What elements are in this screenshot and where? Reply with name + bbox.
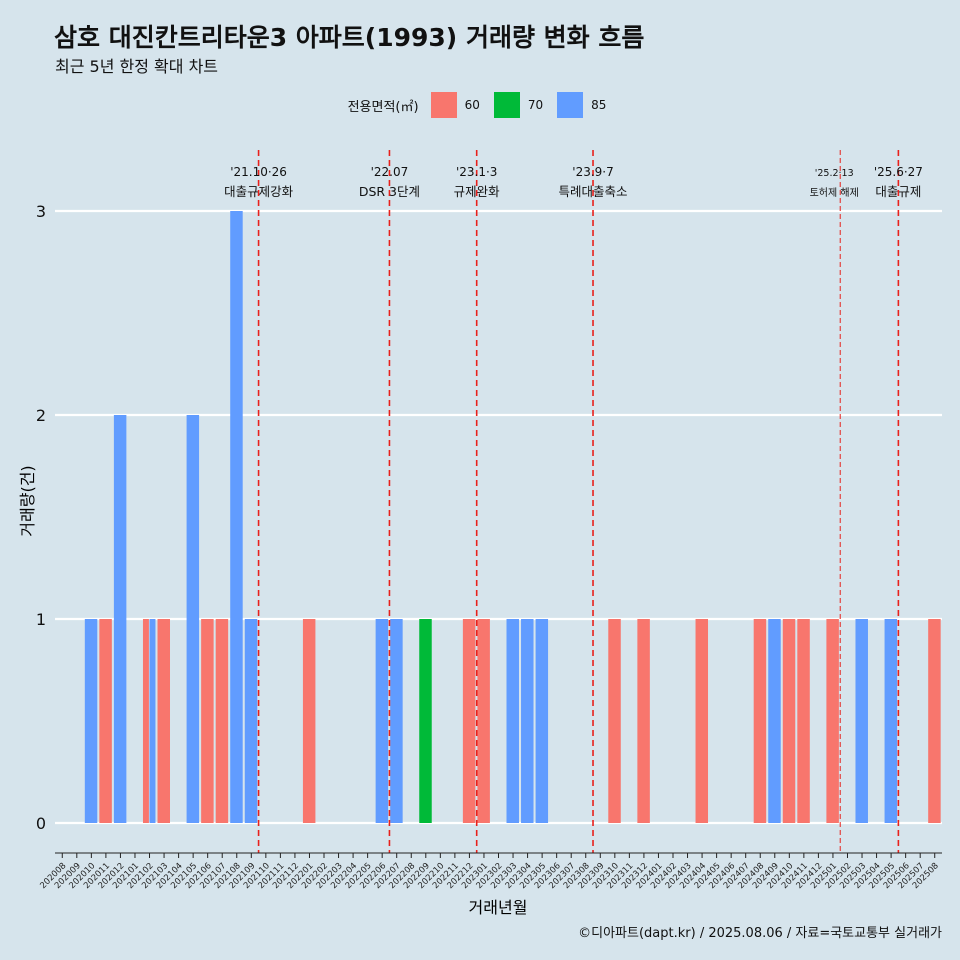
bar-202011-60 [99,619,112,823]
annotation-date-202110: '21.10·26 [230,165,287,179]
bar-202411-60 [797,619,810,823]
legend-label-85: 85 [591,98,607,112]
annotation-label-202309: 특례대출축소 [559,184,628,199]
legend-item-60: 60 [430,92,480,118]
y-axis-title: 거래량(건) [18,465,37,536]
bar-202103-60 [157,619,171,823]
y-tick-label-0: 0 [36,814,46,833]
bar-202408-60 [753,619,767,823]
bar-202505-85 [884,619,898,823]
bar-202303-85 [506,619,519,823]
bar-202508-60 [928,619,941,823]
annotation-label-202506: 대출규제 [875,184,921,199]
legend-item-85: 85 [557,92,606,118]
legend-swatch-60 [430,92,457,118]
y-tick-label-1: 1 [36,610,46,629]
bar-202305-85 [535,619,549,823]
bar-202010-85 [84,619,98,823]
annotation-date-202309: '23.9·7 [572,165,613,179]
bar-202012-85 [113,415,127,823]
bar-202109-85 [244,619,258,823]
chart-title: 삼호 대진칸트리타운3 아파트(1993) 거래량 변화 흐름 [54,23,645,52]
legend: 전용면적(㎡) 60 70 85 [0,92,960,118]
chart-subtitle: 최근 5년 한정 확대 차트 [55,57,219,76]
bar-202310-60 [608,619,621,823]
bar-202108-85 [230,211,243,823]
bar-202503-85 [855,619,868,823]
bar-202106-60 [201,619,214,823]
annotation-label-202301: 규제완화 [454,184,501,199]
annotation-date-202301: '23.1·3 [456,165,497,179]
bar-202206-85 [375,619,389,823]
bar-202301-60 [477,619,490,823]
bar-202201-60 [302,619,316,823]
legend-label-60: 60 [464,98,480,112]
legend-title: 전용면적(㎡) [347,99,419,115]
bar-202212-60 [462,619,476,823]
y-tick-label-2: 2 [36,406,46,425]
bar-202409-85 [768,619,781,823]
legend-swatch-85 [557,92,584,118]
annotation-label-202207: DSR 3단계 [359,184,420,199]
annotation-date-202502: '25.2·13 [815,168,854,179]
legend-swatch-70 [493,92,520,118]
y-tick-label-3: 3 [36,202,46,221]
legend-label-70: 70 [527,98,544,112]
bar-202312-60 [637,619,650,823]
annotation-label-202502: 토허제 해제 [810,186,859,199]
annotation-date-202506: '25.6·27 [874,165,923,179]
bar-202404-60 [695,619,709,823]
bar-202107-60 [215,619,229,823]
legend-item-70: 70 [493,92,544,118]
bar-202102-85 [149,619,156,823]
annotation-label-202110: 대출규제강화 [224,184,294,199]
x-axis-title: 거래년월 [469,898,528,917]
bar-202304-85 [521,619,534,823]
bar-202105-85 [186,415,200,823]
bar-202209-70 [419,619,432,823]
bar-202207-85 [390,619,403,823]
bar-202410-60 [782,619,796,823]
annotation-date-202207: '22.07 [371,165,409,179]
bar-202501-60 [826,619,839,823]
bar-202102-60 [142,619,149,823]
source-caption: ©디아파트(dapt.kr) / 2025.08.06 / 자료=국토교통부 실… [578,926,942,941]
